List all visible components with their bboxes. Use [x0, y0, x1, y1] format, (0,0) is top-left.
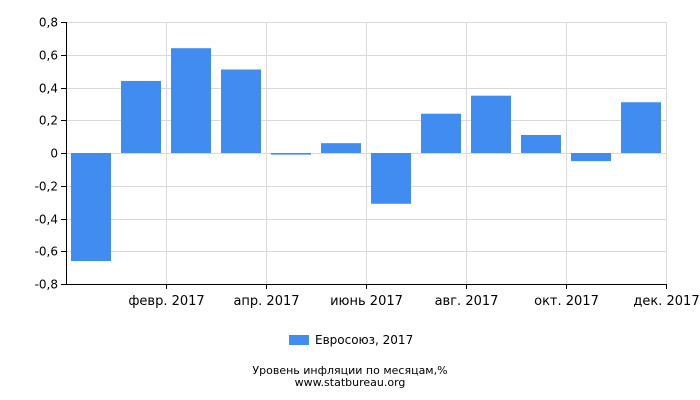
y-tick-label: -0,2: [35, 180, 58, 194]
bar: [221, 69, 261, 153]
y-tick-label: 0: [50, 147, 58, 161]
x-tick-label: июнь 2017: [330, 294, 403, 309]
x-tick-label: авг. 2017: [435, 294, 499, 309]
x-tick-label: окт. 2017: [534, 294, 599, 309]
inflation-bar-chart: -0,8 -0,6 -0,4 -0,2 0 0,2 0,4 0,6 0,8 февр. 2017 а…: [35, 16, 700, 310]
x-tick-label: апр. 2017: [233, 294, 299, 309]
bar: [521, 134, 561, 153]
y-tick-label: -0,6: [35, 245, 58, 259]
x-tick-label: февр. 2017: [128, 294, 204, 309]
bar: [71, 153, 111, 262]
legend-swatch: [289, 335, 309, 345]
bar: [421, 113, 461, 153]
y-tick-label: 0,2: [39, 114, 58, 128]
bar: [371, 153, 411, 204]
y-tick-label: 0,4: [39, 82, 58, 96]
bar: [121, 80, 161, 153]
y-tick-label: 0,6: [39, 49, 58, 63]
y-tick-label: -0,4: [35, 213, 58, 227]
bar: [171, 48, 211, 154]
bar: [571, 153, 611, 162]
y-tick-label: -0,8: [35, 278, 58, 292]
bar: [271, 153, 311, 155]
source-url: www.statbureau.org: [294, 376, 406, 389]
bar: [321, 143, 361, 153]
legend-label: Евросоюз, 2017: [315, 333, 414, 347]
y-tick-label: 0,8: [39, 16, 58, 30]
bar: [621, 102, 661, 153]
bar: [471, 95, 511, 153]
legend: Евросоюз, 2017: [289, 333, 413, 347]
chart-caption: Уровень инфляции по месяцам,%: [252, 364, 448, 377]
x-tick-label: дек. 2017: [633, 294, 699, 309]
